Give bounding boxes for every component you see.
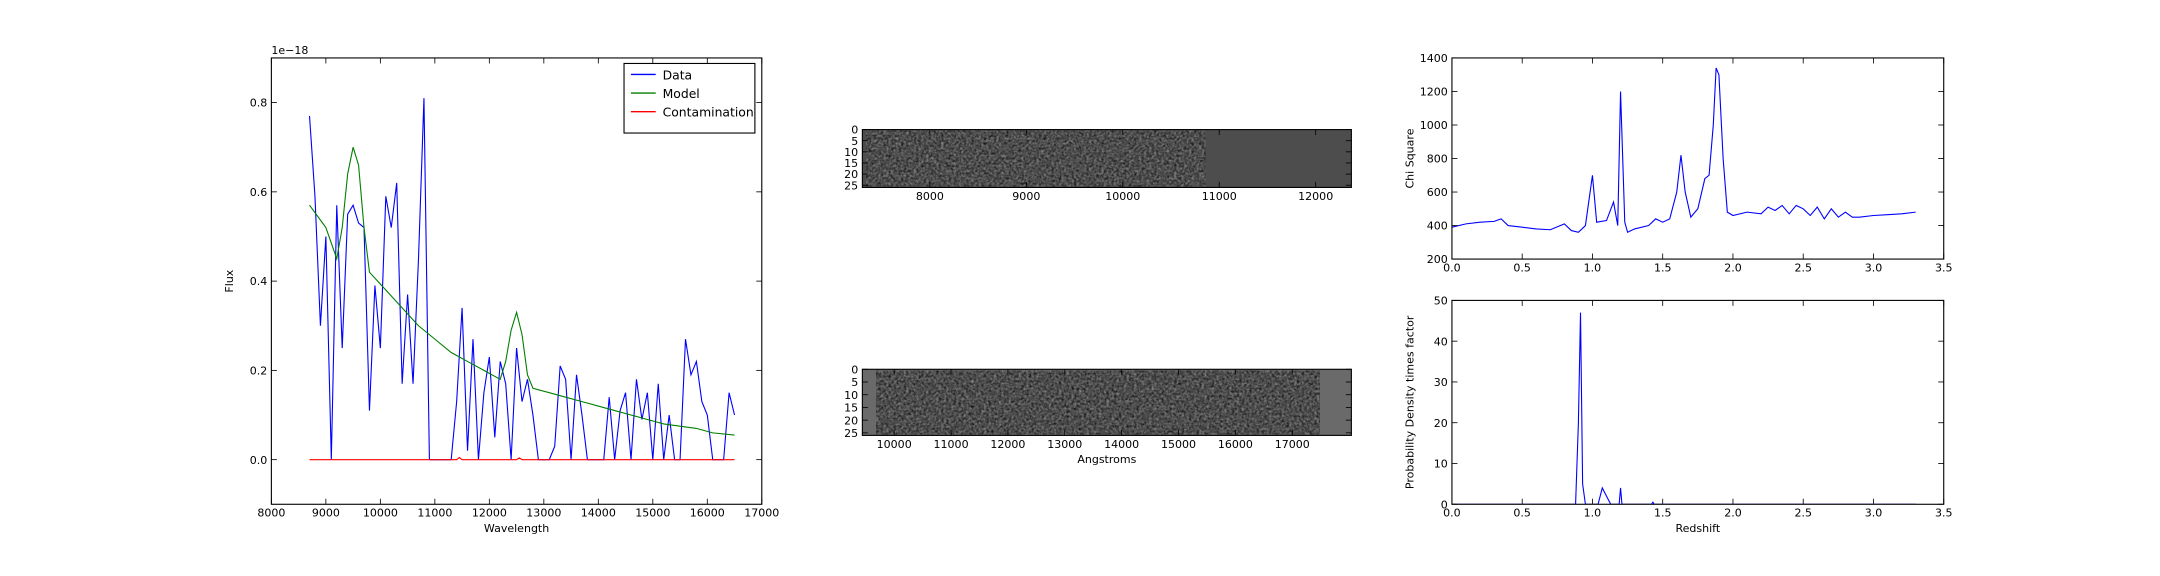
image-noise [866,130,1206,187]
y-tick-label: 0 [851,363,858,376]
x-tick-label: 9000 [1012,190,1040,203]
y-tick-label: 5 [851,135,858,148]
y-tick-label: 10 [1434,458,1448,471]
x-tick-label: 12000 [472,507,507,520]
x-tick-label: 11000 [934,438,969,451]
x-tick-label: 3.5 [1935,507,1953,520]
axes-frame [861,368,1352,436]
series-line [309,456,735,461]
offset-text: 1e−18 [271,44,308,57]
y-tick-label: 200 [1427,253,1448,266]
x-tick-label: 0.0 [1443,261,1461,274]
y-tick-label: 0 [851,124,858,137]
x-tick-label: 13000 [1047,438,1082,451]
axes: 0.0 0.5 1.0 1.5 2.0 2.5 3.0 3.5 200 400 600 800 1000… [1403,52,1952,274]
y-tick-label: 800 [1427,153,1448,166]
y-tick-label: 5 [851,376,858,389]
y-tick-label: 40 [1434,335,1448,348]
y-tick-label: 20 [844,414,858,427]
x-tick-label: 9000 [312,507,340,520]
y-tick-label: 0.2 [250,365,268,378]
y-tick-label: 0.6 [250,186,268,199]
x-tick-label: 16000 [690,507,725,520]
series-line [1451,312,1916,505]
x-tick-label: 14000 [1104,438,1139,451]
y-tick-label: 10 [844,146,858,159]
x-tick-label: 2.0 [1724,507,1742,520]
x-tick-label: 8000 [257,507,285,520]
y-tick-label: 30 [1434,376,1448,389]
y-tick-label: 10 [844,389,858,402]
x-tick-label: 12000 [1298,190,1333,203]
axes: 8000 9000 10000 11000 12000 13000 14000 15000 16… [223,44,780,535]
series-line [308,98,736,461]
axes: 0.0 0.5 1.0 1.5 2.0 2.5 3.0 3.5 0 10 20 30 40 50 Redsh… [1403,295,1952,535]
x-tick-label: 0.0 [1443,507,1461,520]
axes-frame [1451,299,1945,505]
y-tick-label: 20 [844,168,858,181]
y-axis-label: Probability Density times factor [1403,315,1416,489]
x-tick-label: 2.5 [1794,507,1812,520]
x-axis-label: Wavelength [484,522,549,535]
legend-label: Contamination [663,104,754,119]
y-tick-label: 1200 [1420,86,1448,99]
axes-frame [861,129,1352,188]
y-tick-label: 15 [844,157,858,170]
x-tick-label: 17000 [744,507,779,520]
x-tick-label: 12000 [990,438,1025,451]
y-axis-label: Flux [223,269,236,292]
y-tick-label: 20 [1434,417,1448,430]
x-tick-label: 10000 [1105,190,1140,203]
y-tick-label: 25 [844,427,858,440]
x-tick-label: 2.0 [1724,261,1742,274]
legend-label: Data [663,67,693,82]
x-tick-label: 1.5 [1654,261,1672,274]
y-tick-label: 50 [1434,295,1448,308]
series-line [1451,67,1916,234]
axes: 10000 11000 12000 13000 14000 15000 16000 17000… [844,363,1352,466]
y-tick-label: 0.0 [250,454,268,467]
y-tick-label: 0.8 [250,97,268,110]
y-tick-label: 400 [1427,220,1448,233]
legend-label: Model [663,86,700,101]
x-tick-label: 2.5 [1794,261,1812,274]
y-tick-label: 0.4 [250,275,268,288]
y-tick-label: 25 [844,179,858,192]
x-tick-label: 3.0 [1865,507,1883,520]
x-tick-label: 8000 [916,190,944,203]
x-tick-label: 15000 [1161,438,1196,451]
x-axis-label: Redshift [1675,522,1720,535]
legend: Data Model Contamination [623,62,756,134]
y-axis-label: Chi Square [1403,128,1416,188]
y-tick-label: 1400 [1420,52,1448,65]
x-tick-label: 17000 [1275,438,1310,451]
x-tick-label: 1.0 [1584,261,1602,274]
x-tick-label: 11000 [417,507,452,520]
x-tick-label: 16000 [1218,438,1253,451]
x-tick-label: 14000 [581,507,616,520]
y-tick-label: 1000 [1420,119,1448,132]
x-axis-label: Angstroms [1077,453,1136,466]
axes-frame [1451,57,1945,260]
x-tick-label: 10000 [363,507,398,520]
y-tick-label: 15 [844,402,858,415]
y-tick-label: 600 [1427,186,1448,199]
x-tick-label: 3.5 [1935,261,1953,274]
x-tick-label: 3.0 [1865,261,1883,274]
x-tick-label: 15000 [635,507,670,520]
x-tick-label: 11000 [1202,190,1237,203]
x-tick-label: 10000 [877,438,912,451]
x-tick-label: 1.5 [1654,507,1672,520]
image-noise [876,370,1320,435]
x-tick-label: 0.5 [1513,507,1531,520]
x-tick-label: 1.0 [1584,507,1602,520]
x-tick-label: 13000 [526,507,561,520]
x-tick-label: 0.5 [1513,261,1531,274]
y-tick-label: 0 [1441,498,1448,511]
series-line [309,147,735,436]
image-top [862,129,1352,188]
image-bottom [862,369,1352,436]
